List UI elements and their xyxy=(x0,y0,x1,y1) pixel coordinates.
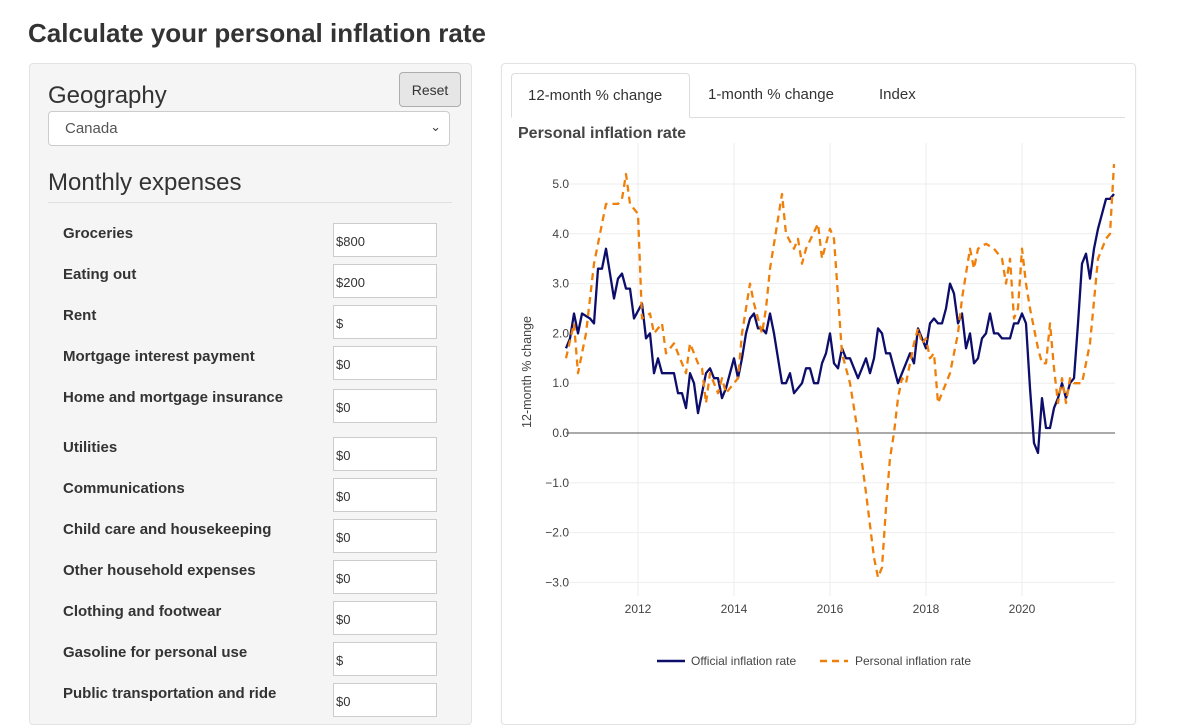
y-tick-label: 4.0 xyxy=(552,227,569,241)
tab-12-month-change[interactable]: 12-month % change xyxy=(511,73,690,118)
expense-input[interactable]: $0 xyxy=(333,389,437,423)
y-tick-label: 2.0 xyxy=(552,326,569,340)
expense-input[interactable]: $0 xyxy=(333,560,437,594)
y-tick-label: 5.0 xyxy=(552,177,569,191)
expense-label: Groceries xyxy=(63,225,134,242)
chevron-down-icon: ⌄ xyxy=(430,119,441,134)
inputs-panel: Reset Geography Canada ⌄ Monthly expense… xyxy=(29,63,472,725)
monthly-expenses-heading: Monthly expenses xyxy=(48,169,242,196)
y-tick-label: 1.0 xyxy=(552,376,569,390)
expense-input[interactable]: $0 xyxy=(333,519,437,553)
legend-label-personal: Personal inflation rate xyxy=(855,654,971,668)
expense-label: Rent xyxy=(63,307,97,324)
expense-label: Home and mortgage insurance xyxy=(63,389,284,406)
chart-title: Personal inflation rate xyxy=(518,125,687,142)
expense-input[interactable]: $0 xyxy=(333,346,437,380)
y-tick-label: −3.0 xyxy=(545,575,569,589)
official-inflation-line xyxy=(564,193,1115,455)
expense-label: Child care and housekeeping xyxy=(63,521,272,538)
geography-label: Geography xyxy=(48,82,167,109)
x-tick-label: 2018 xyxy=(913,602,940,616)
expense-label: Public transportation and ride xyxy=(63,685,277,702)
geography-value: Canada xyxy=(65,120,118,137)
legend-label-official: Official inflation rate xyxy=(691,654,796,668)
expense-label: Communications xyxy=(63,480,185,497)
x-tick-label: 2014 xyxy=(721,602,748,616)
divider xyxy=(48,202,452,203)
expense-input[interactable]: $ xyxy=(333,305,437,339)
expense-label: Utilities xyxy=(63,439,118,456)
tab-index[interactable]: Index xyxy=(879,86,916,103)
y-tick-label: −1.0 xyxy=(545,476,569,490)
expense-input[interactable]: $0 xyxy=(333,437,437,471)
page-title: Calculate your personal inflation rate xyxy=(28,18,486,48)
expense-input[interactable]: $200 xyxy=(333,264,437,298)
expense-input[interactable]: $800 xyxy=(333,223,437,257)
y-tick-label: 3.0 xyxy=(552,277,569,291)
y-axis-title: 12-month % change xyxy=(520,316,534,428)
expense-label: Gasoline for personal use xyxy=(63,644,248,661)
expense-label: Mortgage interest payment xyxy=(63,348,255,365)
expense-label: Other household expenses xyxy=(63,562,256,579)
inflation-chart: 2012 2014 2016 2018 2020 −3.0 −2.0 −1.0 0.0 1.0 2.… xyxy=(520,143,1116,668)
y-tick-label: 0.0 xyxy=(552,426,569,440)
expense-input[interactable]: $0 xyxy=(333,478,437,512)
reset-button[interactable]: Reset xyxy=(399,72,461,107)
y-tick-label: −2.0 xyxy=(545,526,569,540)
tab-1-month-change[interactable]: 1-month % change xyxy=(708,86,834,103)
expense-label: Eating out xyxy=(63,266,137,283)
expense-input[interactable]: $ xyxy=(333,642,437,676)
personal-inflation-line xyxy=(564,164,1116,579)
x-tick-label: 2020 xyxy=(1009,602,1036,616)
x-tick-label: 2016 xyxy=(817,602,844,616)
x-tick-label: 2012 xyxy=(625,602,652,616)
geography-select[interactable]: Canada ⌄ xyxy=(48,111,450,146)
expense-input[interactable]: $0 xyxy=(333,601,437,635)
expense-label: Clothing and footwear xyxy=(63,603,222,620)
chart-tabs: 12-month % change 1-month % change Index xyxy=(511,73,1125,118)
